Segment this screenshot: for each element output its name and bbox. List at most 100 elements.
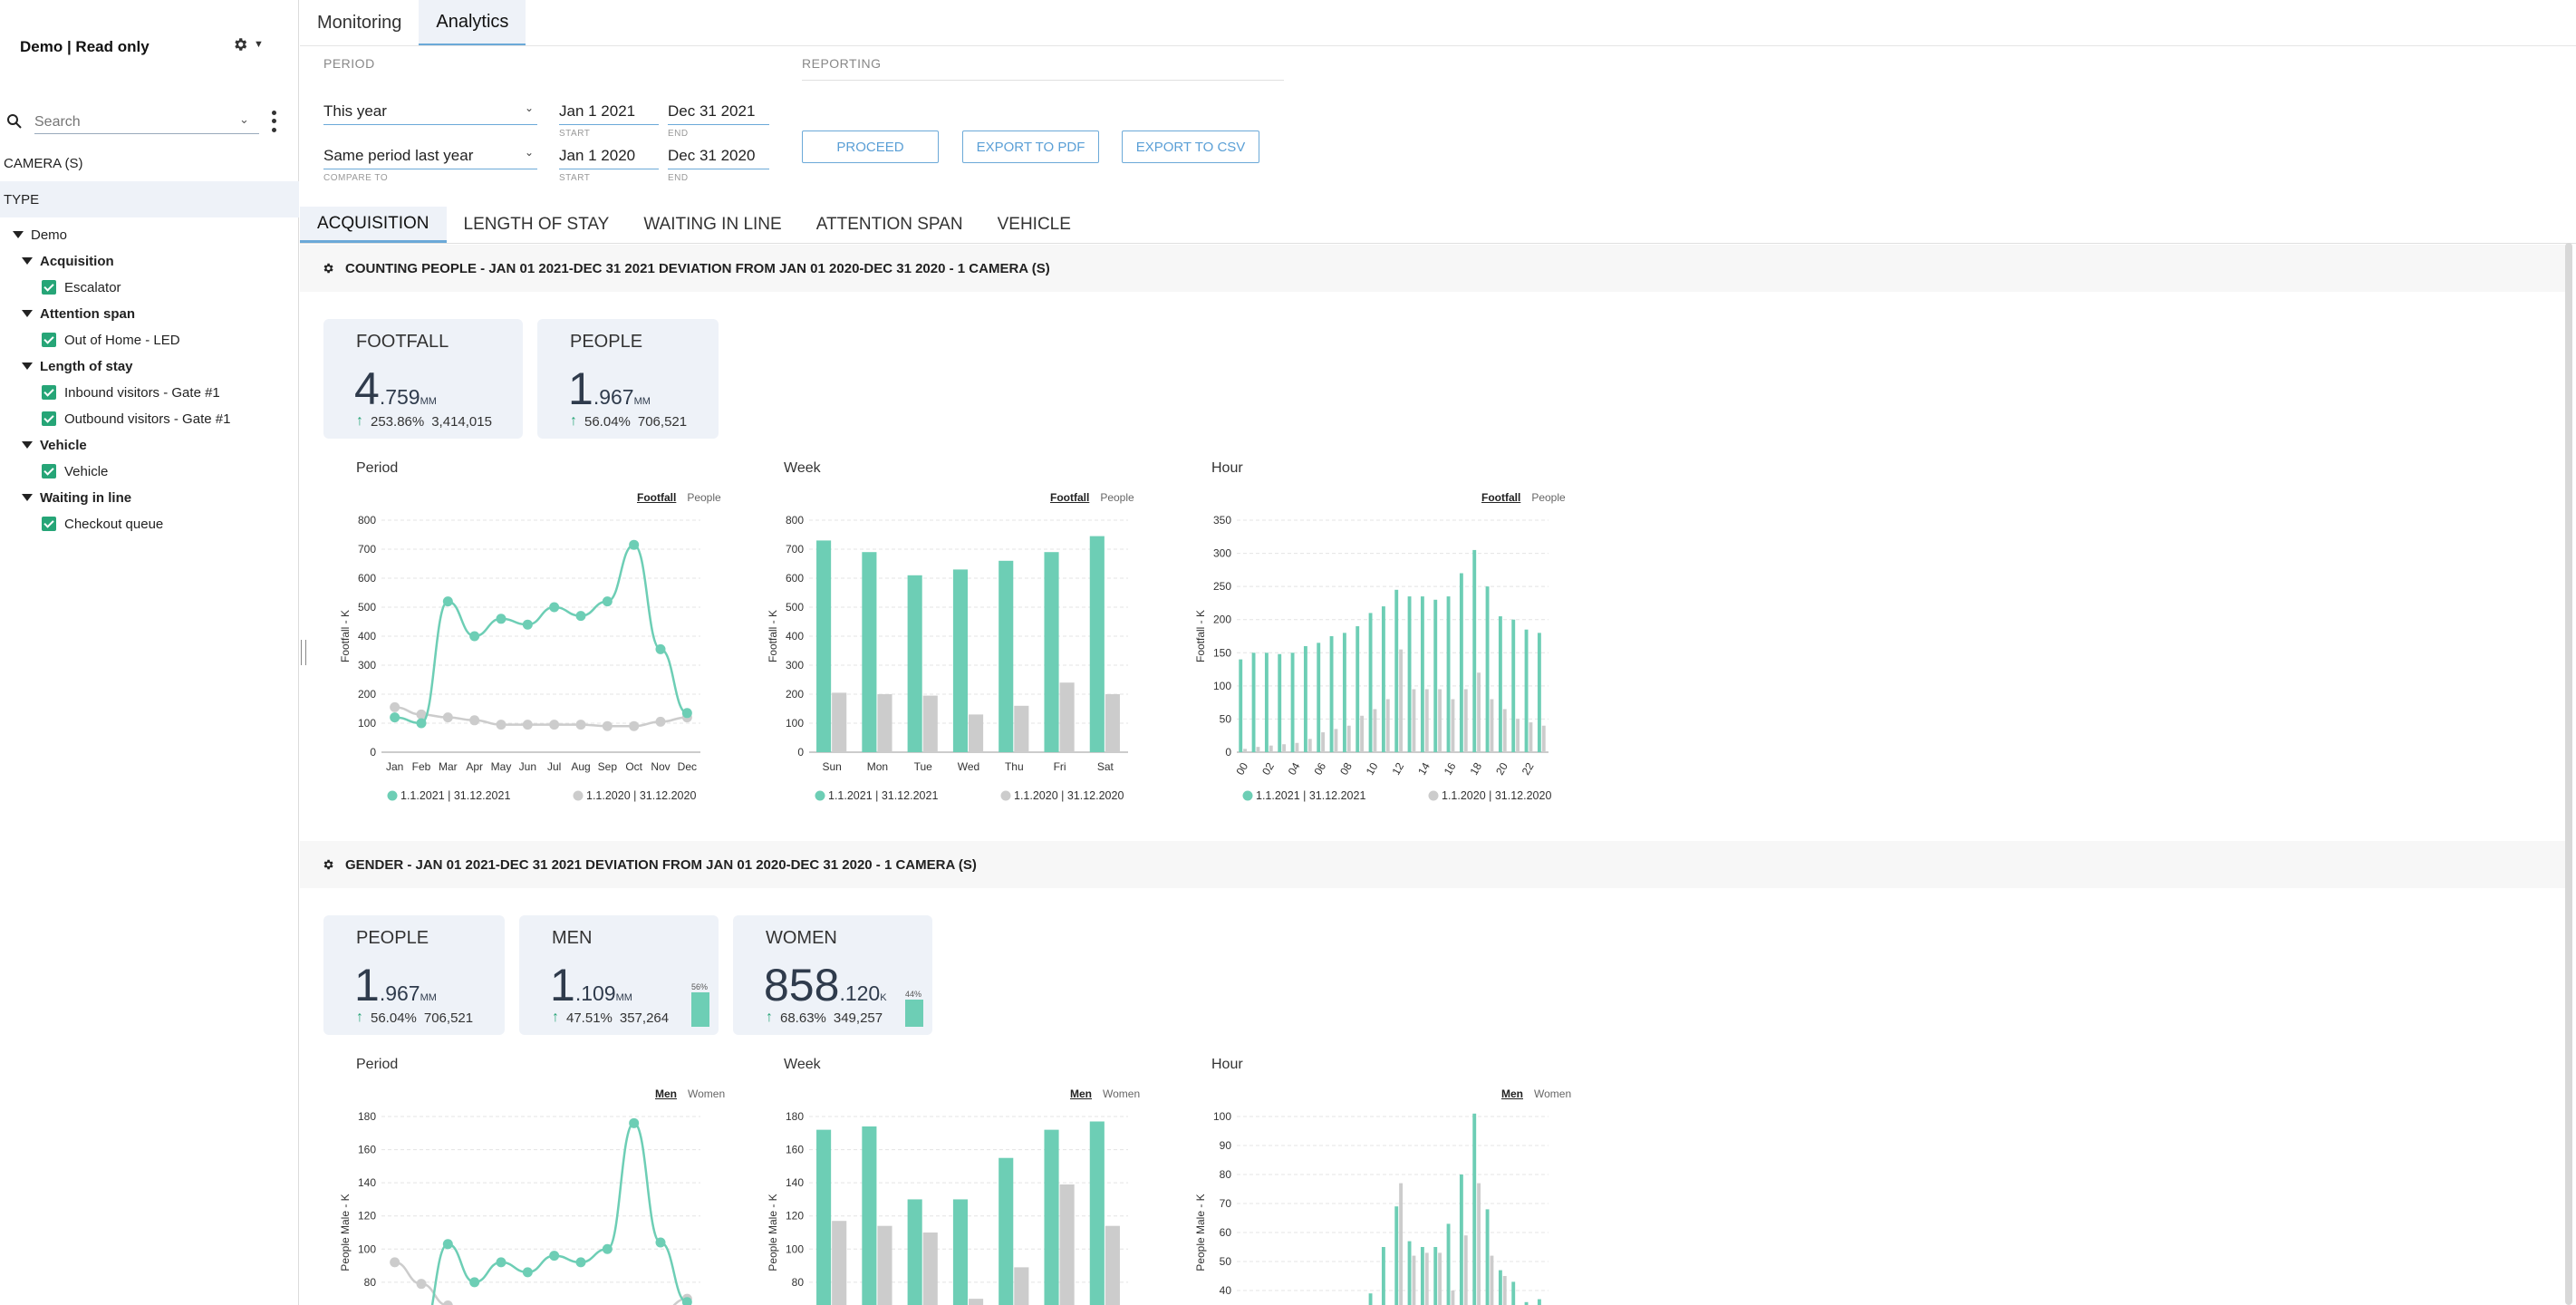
bar[interactable] bbox=[1459, 1174, 1463, 1305]
bar[interactable] bbox=[1498, 616, 1502, 752]
bar[interactable] bbox=[1407, 596, 1412, 752]
data-point[interactable] bbox=[522, 1267, 533, 1278]
bar[interactable] bbox=[1105, 694, 1120, 752]
toggle-people[interactable]: People bbox=[1531, 491, 1566, 504]
bar[interactable] bbox=[1394, 589, 1399, 752]
legend-current[interactable]: 1.1.2021 | 31.12.2021 bbox=[400, 789, 510, 802]
subtab-attention-span[interactable]: ATTENTION SPAN bbox=[815, 215, 963, 234]
bar[interactable] bbox=[1433, 1247, 1438, 1305]
bar[interactable] bbox=[1477, 672, 1481, 752]
bar[interactable] bbox=[1334, 729, 1338, 752]
bar[interactable] bbox=[1477, 1183, 1481, 1305]
data-point[interactable] bbox=[602, 1243, 613, 1254]
chevron-down-icon[interactable]: ⌄ bbox=[239, 112, 249, 126]
bar[interactable] bbox=[1044, 552, 1059, 752]
more-options-icon[interactable] bbox=[268, 109, 279, 134]
bar[interactable] bbox=[1407, 1241, 1412, 1305]
caret-down-icon[interactable] bbox=[22, 310, 33, 317]
period-preset-select[interactable]: This year ⌄ bbox=[323, 98, 537, 125]
data-point[interactable] bbox=[681, 1297, 692, 1305]
bar[interactable] bbox=[922, 1232, 938, 1305]
toggle-footfall[interactable]: Footfall bbox=[1481, 491, 1521, 504]
legend-previous[interactable]: 1.1.2020 | 31.12.2020 bbox=[1014, 789, 1124, 802]
bar[interactable] bbox=[1524, 1301, 1529, 1305]
data-point[interactable] bbox=[390, 1257, 400, 1268]
bar[interactable] bbox=[1399, 649, 1404, 752]
data-point[interactable] bbox=[522, 619, 533, 630]
toggle-women[interactable]: Women bbox=[688, 1088, 726, 1100]
bar[interactable] bbox=[1317, 643, 1321, 752]
tree-group[interactable]: Length of stay bbox=[22, 354, 133, 378]
compare-end-date-field[interactable]: Dec 31 2020 bbox=[668, 142, 769, 169]
camera-filter[interactable]: CAMERA (S) bbox=[4, 156, 83, 171]
data-point[interactable] bbox=[655, 716, 666, 727]
bar[interactable] bbox=[1256, 747, 1260, 752]
bar[interactable] bbox=[1014, 705, 1029, 752]
bar[interactable] bbox=[1251, 652, 1256, 752]
bar[interactable] bbox=[1537, 1299, 1541, 1305]
checkbox-checked-icon[interactable] bbox=[42, 411, 56, 426]
camera-item[interactable]: Inbound visitors - Gate #1 bbox=[42, 381, 220, 404]
data-point[interactable] bbox=[602, 720, 613, 731]
bar[interactable] bbox=[1490, 699, 1494, 752]
tab-monitoring[interactable]: Monitoring bbox=[317, 12, 402, 33]
bar[interactable] bbox=[1502, 1276, 1507, 1305]
data-point[interactable] bbox=[549, 602, 560, 613]
compare-start-date-field[interactable]: Jan 1 2020 bbox=[559, 142, 659, 169]
export-csv-button[interactable]: EXPORT TO CSV bbox=[1122, 130, 1259, 163]
bar[interactable] bbox=[907, 575, 922, 752]
caret-down-icon[interactable] bbox=[13, 231, 24, 238]
toggle-men[interactable]: Men bbox=[1070, 1088, 1092, 1100]
end-date-field[interactable]: Dec 31 2021 bbox=[668, 98, 769, 125]
tree-group[interactable]: Acquisition bbox=[22, 249, 114, 273]
checkbox-checked-icon[interactable] bbox=[42, 464, 56, 478]
data-point[interactable] bbox=[655, 643, 666, 654]
data-point[interactable] bbox=[390, 712, 400, 723]
bar[interactable] bbox=[1014, 1267, 1029, 1305]
bar[interactable] bbox=[1438, 1252, 1442, 1305]
bar[interactable] bbox=[1373, 709, 1377, 752]
data-point[interactable] bbox=[602, 596, 613, 607]
tree-group[interactable]: Attention span bbox=[22, 302, 135, 325]
bar[interactable] bbox=[1438, 689, 1442, 752]
bar[interactable] bbox=[1446, 1223, 1451, 1305]
bar[interactable] bbox=[922, 695, 938, 752]
data-point[interactable] bbox=[469, 631, 480, 642]
bar[interactable] bbox=[1089, 1121, 1105, 1305]
bar[interactable] bbox=[1105, 1225, 1120, 1305]
bar[interactable] bbox=[1399, 1183, 1404, 1305]
bar[interactable] bbox=[1451, 699, 1455, 752]
subtab-acquisition[interactable]: ACQUISITION bbox=[300, 207, 447, 243]
data-point[interactable] bbox=[469, 715, 480, 726]
bar[interactable] bbox=[1529, 722, 1533, 752]
bar[interactable] bbox=[1356, 626, 1360, 752]
toggle-people[interactable]: People bbox=[1100, 491, 1134, 504]
bar[interactable] bbox=[1537, 633, 1541, 752]
bar[interactable] bbox=[1089, 536, 1105, 752]
bar[interactable] bbox=[1295, 742, 1299, 752]
data-point[interactable] bbox=[496, 614, 507, 624]
camera-item[interactable]: Outbound visitors - Gate #1 bbox=[42, 407, 230, 430]
data-point[interactable] bbox=[629, 539, 640, 550]
checkbox-checked-icon[interactable] bbox=[42, 280, 56, 295]
camera-item[interactable]: Checkout queue bbox=[42, 512, 163, 536]
bar[interactable] bbox=[1264, 652, 1269, 752]
toggle-footfall[interactable]: Footfall bbox=[1050, 491, 1090, 504]
bar[interactable] bbox=[832, 1221, 847, 1305]
caret-down-icon[interactable] bbox=[22, 362, 33, 370]
checkbox-checked-icon[interactable] bbox=[42, 385, 56, 400]
bar[interactable] bbox=[1381, 606, 1385, 752]
bar[interactable] bbox=[1346, 725, 1351, 752]
bar[interactable] bbox=[1490, 1255, 1494, 1305]
bar[interactable] bbox=[1307, 739, 1312, 752]
search-input[interactable] bbox=[34, 111, 259, 134]
bar[interactable] bbox=[1516, 719, 1520, 752]
toggle-men[interactable]: Men bbox=[1501, 1088, 1523, 1100]
settings-dropdown[interactable]: ▼ bbox=[232, 36, 264, 53]
bar[interactable] bbox=[1282, 744, 1287, 752]
toggle-women[interactable]: Women bbox=[1103, 1088, 1141, 1100]
bar[interactable] bbox=[1524, 629, 1529, 752]
bar[interactable] bbox=[1368, 613, 1373, 752]
bar[interactable] bbox=[1059, 682, 1075, 752]
bar[interactable] bbox=[1424, 689, 1429, 752]
